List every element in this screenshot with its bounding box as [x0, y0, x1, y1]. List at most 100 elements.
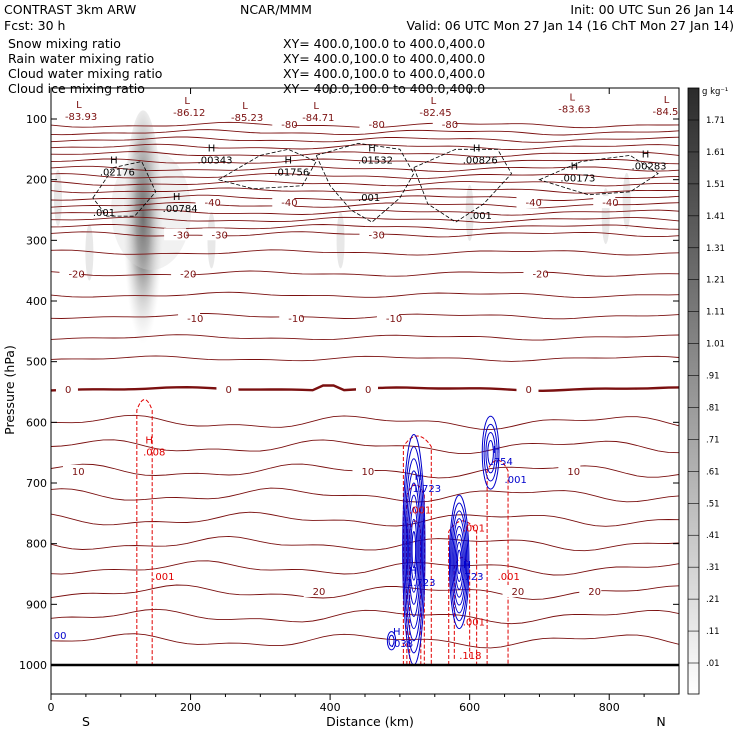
- ice-max-label: .00343: [198, 155, 233, 166]
- legend-field-name: Snow mixing ratio: [8, 36, 121, 51]
- colorbar-level-label: .71: [706, 435, 720, 445]
- temperature-isotherm: [51, 535, 679, 552]
- isotherm-label: -80: [368, 120, 384, 131]
- rain-max-marker: H: [145, 436, 153, 447]
- colorbar-level-label: .41: [706, 531, 720, 541]
- cloud-water-contour: [408, 494, 420, 605]
- colorbar-level-label: .91: [706, 372, 720, 382]
- colorbar-level-label: 1.11: [706, 308, 725, 318]
- y-tick-label: 900: [26, 598, 47, 611]
- legend-field-xy: XY= 400.0,100.0 to 400.0,400.0: [283, 36, 485, 51]
- cloud-water-contour: [386, 631, 397, 651]
- rain-contour: [402, 435, 432, 665]
- legend-field-xy: XY= 400.0,100.0 to 400.0,400.0: [283, 66, 485, 81]
- ice-max-marker: H: [110, 156, 118, 167]
- temperature-isotherm: [51, 202, 679, 209]
- temperature-isotherm: [51, 355, 679, 362]
- isotherm-label: 0: [65, 385, 71, 396]
- temperature-isotherm: [51, 249, 679, 256]
- cloud-water-contour: [406, 482, 421, 617]
- isotherm-label: 10: [72, 467, 85, 478]
- temperature-isotherm: [51, 165, 679, 172]
- ice-max-label: .00283: [632, 162, 667, 173]
- colorbar-level-label: 1.41: [706, 212, 725, 222]
- ice-max-label: .00784: [163, 204, 198, 215]
- cloud-water-max-marker: H: [393, 627, 401, 638]
- colorbar: g kg⁻¹ 1.71 1.61 1.51 1.41 1.31 1.21 1.11 1.01.…: [687, 87, 728, 695]
- cloud-ice-contour: [315, 142, 415, 223]
- isotherm-label-bg: [523, 267, 546, 280]
- low-value-label: -84.59: [652, 107, 684, 118]
- isotherm-label-bg: [216, 382, 239, 395]
- isotherm-label: -40: [602, 198, 618, 209]
- ice-max-label: .00173: [560, 174, 595, 185]
- temperature-isotherm: [51, 608, 679, 625]
- low-value-label: -83.63: [558, 105, 590, 116]
- isotherm-label: -20: [532, 270, 548, 281]
- temperature-isotherm: [51, 158, 679, 165]
- y-tick-label: 500: [26, 356, 47, 369]
- colorbar-unit: g kg⁻¹: [702, 87, 728, 97]
- cloud-water-value-label: .038: [391, 639, 413, 650]
- y-tick-label: 300: [26, 234, 47, 247]
- x-end-label-north: N: [656, 714, 665, 729]
- isotherm-label: -80: [442, 120, 458, 131]
- x-tick-label: 600: [459, 701, 480, 714]
- colorbar-ramp: [687, 87, 700, 695]
- temperature-isotherm: [51, 487, 679, 503]
- x-axis-label: Distance (km): [326, 714, 414, 729]
- low-marker: L: [664, 95, 670, 106]
- ice-max-label: .01756: [274, 168, 309, 179]
- isotherm-label-bg: [279, 311, 302, 324]
- temperature-isotherm: [51, 633, 679, 649]
- snow-column-core: [123, 110, 164, 371]
- temperature-isotherm: [51, 439, 679, 455]
- isotherm-label: 0: [525, 385, 531, 396]
- isotherm-label-bg: [178, 311, 201, 324]
- rain-contour: [448, 520, 478, 665]
- ice-max-marker: H: [368, 143, 376, 154]
- ice-max-label: .01532: [358, 155, 393, 166]
- legend-field-name: Cloud water mixing ratio: [8, 66, 162, 81]
- temperature-isotherm: [51, 313, 679, 320]
- low-value-label: -83.93: [65, 112, 97, 123]
- isotherm-label-bg: [432, 117, 455, 130]
- ice-contour-label: .001: [93, 208, 115, 219]
- rain-contour: [486, 459, 509, 665]
- snow-faint-streak: [622, 172, 631, 229]
- cloud-water-max-marker: H: [464, 560, 472, 571]
- cloud-water-contour: [410, 518, 418, 581]
- temperature-isotherm: [51, 584, 679, 600]
- cloud-water-contour: [450, 502, 469, 622]
- isotherm-label-bg: [502, 584, 525, 597]
- plot-area: -80 -80 -80 -40 -40 -40 -40 -30 -30 -30 -20 -20 -20 -…: [51, 93, 684, 667]
- ice-contour-label: .001: [470, 211, 492, 222]
- cloud-water-contour: [404, 458, 424, 642]
- snow-shading: [53, 110, 631, 371]
- cloud-ice-contour: [413, 148, 512, 223]
- isotherm-label-bg: [558, 464, 581, 477]
- legend-field-name: Rain water mixing ratio: [8, 51, 154, 66]
- x-tick-label: 200: [180, 701, 201, 714]
- low-value-label: -86.12: [173, 108, 205, 119]
- isotherm-label-bg: [352, 464, 375, 477]
- colorbar-level-label: .11: [706, 627, 720, 637]
- y-tick-label: 800: [26, 538, 47, 551]
- cloud-water-max-marker: H: [409, 566, 417, 577]
- ice-max-marker: H: [173, 192, 181, 203]
- temperature-isotherm: [51, 223, 679, 231]
- colorbar-level-label: .31: [706, 563, 720, 573]
- ice-max-marker: H: [208, 143, 216, 154]
- ice-max-label: .02176: [100, 168, 135, 179]
- temperature-isotherm: [51, 334, 679, 341]
- isotherm-label-bg: [164, 228, 187, 241]
- ice-max-marker: H: [473, 143, 481, 154]
- cloud-water-value-label: 1.723: [407, 578, 436, 589]
- rain-value-label: .008: [143, 448, 165, 459]
- contour-labels: -80 -80 -80 -40 -40 -40 -40 -30 -30 -30 -20 -20 -20 -…: [54, 93, 684, 662]
- snow-faint-streak: [336, 212, 345, 269]
- cloud-water-contour: [455, 541, 463, 582]
- ice-contour-label: .001: [358, 193, 380, 204]
- isotherm-label-bg: [202, 228, 225, 241]
- y-tick-label: 100: [26, 113, 47, 126]
